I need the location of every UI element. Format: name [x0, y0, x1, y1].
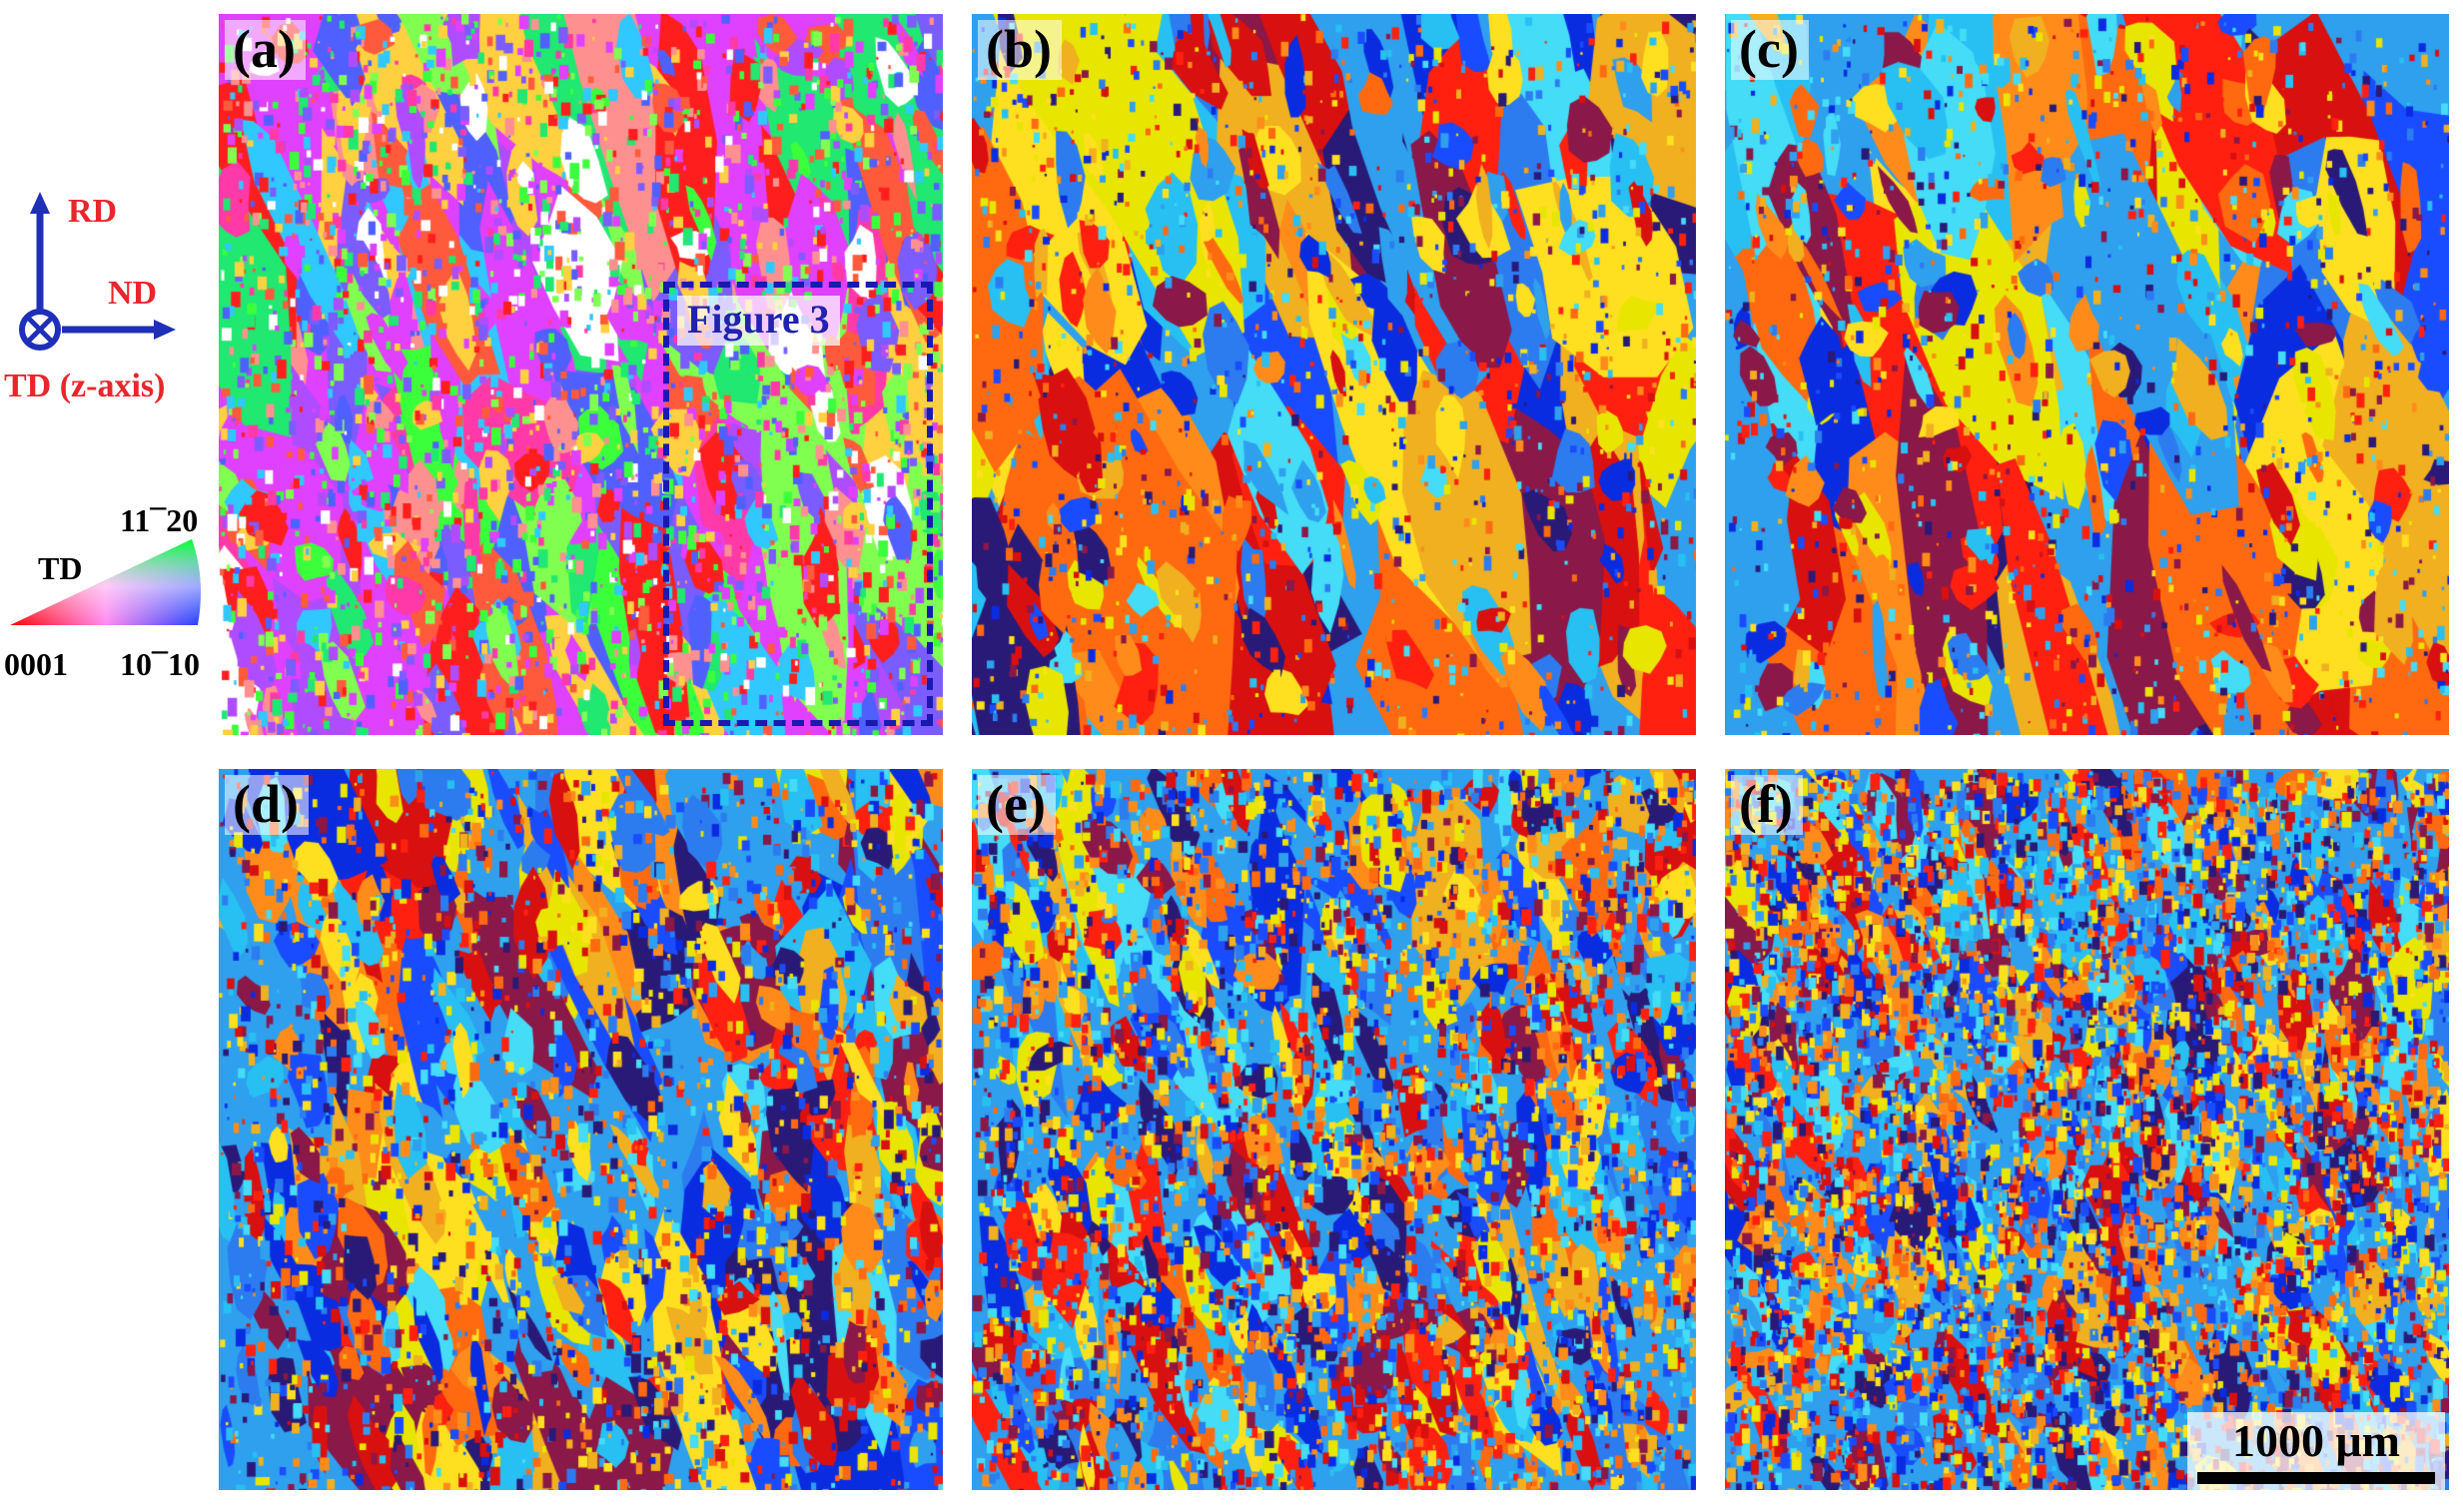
grain-map-image	[972, 769, 1696, 1490]
ebsd-map-f: (f) 1000 μm	[1725, 769, 2449, 1490]
panel-label: (c)	[1731, 20, 1809, 80]
ipf-pole-0001: 0001	[4, 646, 68, 682]
ebsd-map-b: (b)	[972, 14, 1696, 735]
ebsd-map-d: (d)	[219, 769, 943, 1490]
scale-bar: 1000 μm	[2187, 1412, 2445, 1490]
grain-map-image	[219, 769, 943, 1490]
ebsd-map-e: (e)	[972, 769, 1696, 1490]
panel-label: (d)	[225, 775, 309, 835]
rd-arrowhead	[30, 192, 50, 214]
ipf-color-key: 11¯20 TD 0001 10¯10	[4, 502, 201, 682]
sample-axes: RD ND TD (z-axis)	[4, 192, 176, 404]
grain-map-image	[972, 14, 1696, 735]
grain-map-image	[1725, 14, 2449, 735]
ipf-direction-label: TD	[38, 550, 82, 586]
panel-label: (e)	[978, 775, 1056, 835]
ipf-map-image	[219, 14, 943, 735]
td-label: TD (z-axis)	[4, 368, 165, 404]
ipf-pole-10-10: 10¯10	[120, 646, 200, 682]
scale-bar-line	[2197, 1472, 2435, 1484]
figure-3-label: Figure 3	[677, 296, 840, 346]
ipf-pole-11-20: 11¯20	[120, 502, 198, 538]
nd-arrowhead	[154, 320, 176, 340]
orientation-legend: RD ND TD (z-axis) 11¯20 TD 0001 10¯10	[0, 0, 215, 759]
panel-label: (a)	[225, 20, 306, 80]
legend-graphics: RD ND TD (z-axis) 11¯20 TD 0001 10¯10	[4, 192, 201, 682]
ebsd-map-c: (c)	[1725, 14, 2449, 735]
rd-label: RD	[68, 193, 117, 230]
nd-label: ND	[108, 275, 157, 312]
ebsd-map-a: (a) Figure 3	[219, 14, 943, 735]
scale-bar-label: 1000 μm	[2232, 1415, 2400, 1466]
figure-3-region-box: Figure 3	[663, 282, 933, 726]
grain-map-image	[1725, 769, 2449, 1490]
panel-label: (f)	[1731, 775, 1803, 835]
panel-label: (b)	[978, 20, 1062, 80]
